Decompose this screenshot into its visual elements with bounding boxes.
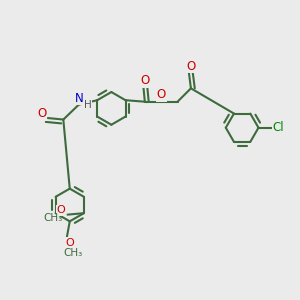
Text: CH₃: CH₃	[44, 213, 63, 223]
Text: O: O	[37, 107, 46, 120]
Text: Cl: Cl	[273, 121, 284, 134]
Text: O: O	[140, 74, 150, 87]
Text: O: O	[65, 238, 74, 248]
Text: O: O	[57, 205, 65, 215]
Text: CH₃: CH₃	[64, 248, 83, 258]
Text: O: O	[186, 59, 196, 73]
Text: O: O	[157, 88, 166, 101]
Text: N: N	[74, 92, 83, 105]
Text: H: H	[84, 100, 92, 110]
